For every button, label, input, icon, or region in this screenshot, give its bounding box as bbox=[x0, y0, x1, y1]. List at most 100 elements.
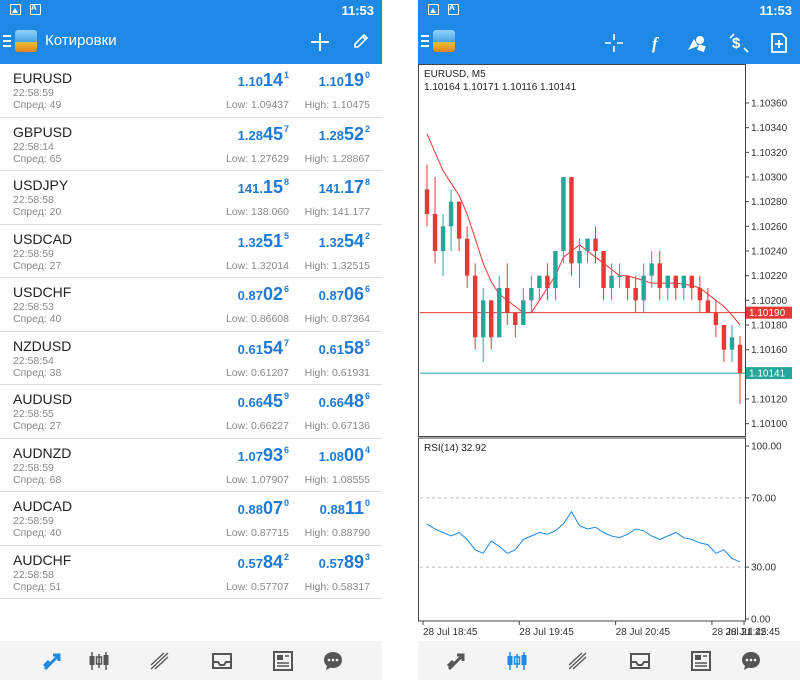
rsi-pane-frame bbox=[418, 437, 746, 622]
price-chart[interactable]: 1.10360 1.10340 1.10320 1.10300 1.10280 1.102… bbox=[418, 64, 800, 641]
price-tick-label: 1.10160 bbox=[751, 345, 788, 356]
ask-price-point: 8 bbox=[364, 177, 370, 187]
price-tick-label: 1.10100 bbox=[751, 419, 788, 430]
spread-value: Спред: 68 bbox=[13, 473, 62, 486]
symbol-name: EURUSD bbox=[13, 70, 73, 86]
ask-price-pips: 89 bbox=[343, 551, 364, 572]
chart-area[interactable]: 1.10360 1.10340 1.10320 1.10300 1.10280 1.102… bbox=[418, 64, 800, 641]
trend-icon[interactable] bbox=[148, 649, 172, 673]
edit-icon[interactable] bbox=[352, 32, 370, 50]
candle-body bbox=[617, 275, 622, 278]
ask-price: 0.61585 bbox=[319, 338, 370, 359]
price-level-tag bbox=[746, 367, 792, 380]
quote-row-audcad[interactable]: AUDCAD 22:58:59 Спред: 40 0.88070 0.88110 Low… bbox=[0, 492, 382, 546]
ask-price-prefix: 1.08 bbox=[318, 448, 344, 464]
news-icon[interactable] bbox=[689, 649, 713, 673]
ask-price-point: 5 bbox=[364, 337, 370, 348]
spread-value: Спред: 27 bbox=[13, 420, 62, 432]
spread-value: Спред: 40 bbox=[13, 313, 62, 325]
bid-price-point: 6 bbox=[283, 284, 289, 294]
candle-body bbox=[713, 312, 719, 325]
bid-price-pips: 15 bbox=[262, 177, 283, 197]
symbol-name: AUDUSD bbox=[13, 391, 73, 407]
day-high: High: 1.10475 bbox=[304, 99, 370, 111]
candle-body bbox=[657, 263, 662, 288]
quote-row-usdjpy[interactable]: USDJPY 22:58:58 Спред: 20 141.158 141.178 Low… bbox=[0, 171, 382, 225]
candles-icon[interactable] bbox=[87, 649, 111, 673]
inbox-icon[interactable] bbox=[210, 649, 234, 673]
day-low: Low: 1.09437 bbox=[225, 99, 289, 111]
candle-body bbox=[537, 275, 542, 288]
bid-price-pips: 93 bbox=[262, 444, 283, 465]
menu-icon[interactable] bbox=[3, 35, 11, 47]
app-logo-icon bbox=[15, 30, 37, 52]
ask-price-prefix: 1.10 bbox=[318, 74, 344, 89]
quote-time: 22:58:59 bbox=[13, 87, 54, 99]
quote-row-audusd[interactable]: AUDUSD 22:58:55 Спред: 27 0.66459 0.66486 Low… bbox=[0, 385, 382, 439]
price-tick-label: 1.10220 bbox=[751, 271, 788, 282]
symbol-name: USDCHF bbox=[13, 284, 72, 300]
objects-icon[interactable] bbox=[686, 32, 708, 54]
crosshair-icon[interactable] bbox=[603, 32, 625, 54]
candles-icon[interactable] bbox=[505, 649, 529, 673]
new-order-icon[interactable] bbox=[768, 32, 790, 54]
spread-value: Спред: 40 bbox=[13, 527, 62, 539]
symbol-name: NZDUSD bbox=[13, 337, 72, 354]
candle-body bbox=[489, 300, 494, 338]
ask-price-point: 6 bbox=[364, 391, 370, 401]
quote-row-nzdusd[interactable]: NZDUSD 22:58:54 Спред: 38 0.61547 0.61585 Low… bbox=[0, 332, 382, 385]
candle-body bbox=[689, 275, 695, 288]
trade-dollar-icon[interactable]: $ bbox=[728, 32, 750, 54]
symbol-name: USDCAD bbox=[13, 230, 73, 247]
candle-body bbox=[593, 238, 598, 251]
status-bar: 11:53 bbox=[418, 0, 800, 20]
trend-icon[interactable] bbox=[566, 649, 590, 673]
indicators-icon[interactable]: f bbox=[646, 32, 668, 54]
bid-price: 0.87026 bbox=[238, 284, 289, 305]
candle-body bbox=[472, 275, 478, 338]
rsi-tick-label: 70.00 bbox=[751, 493, 776, 504]
ask-price-prefix: 0.61 bbox=[318, 341, 344, 357]
chat-icon[interactable] bbox=[739, 649, 763, 673]
quote-time: 22:58:58 bbox=[13, 194, 54, 206]
time-tick-label: 28 Jul 19:45 bbox=[519, 627, 574, 638]
ask-price-pips: 11 bbox=[344, 498, 364, 518]
bid-price: 1.28457 bbox=[238, 124, 289, 145]
chart-symbol-label: EURUSD, M5 bbox=[424, 69, 486, 80]
ask-price-pips: 58 bbox=[343, 337, 364, 358]
quote-row-audchf[interactable]: AUDCHF 22:58:58 Спред: 51 0.57842 0.57893 Low… bbox=[0, 546, 382, 599]
candle-body bbox=[721, 325, 727, 350]
trade-icon[interactable] bbox=[445, 649, 469, 673]
quote-row-usdchf[interactable]: USDCHF 22:58:53 Спред: 40 0.87026 0.87066 Low… bbox=[0, 278, 382, 332]
day-high: High: 141.177 bbox=[304, 206, 370, 218]
bid-price-prefix: 1.32 bbox=[237, 234, 263, 250]
bid-price-prefix: 141. bbox=[237, 181, 263, 196]
news-icon[interactable] bbox=[271, 649, 295, 673]
candle-body bbox=[665, 275, 670, 288]
quote-row-usdcad[interactable]: USDCAD 22:58:59 Спред: 27 1.32515 1.32542 Low… bbox=[0, 225, 382, 278]
ask-price-pips: 06 bbox=[343, 284, 364, 304]
ask-price: 1.08004 bbox=[319, 445, 370, 466]
trade-icon[interactable] bbox=[41, 649, 65, 673]
candle-body bbox=[497, 288, 502, 338]
add-symbol-icon[interactable] bbox=[311, 33, 329, 51]
ask-price-point: 0 bbox=[364, 498, 370, 508]
app-notification-icon bbox=[30, 3, 41, 15]
quote-time: 22:58:59 bbox=[13, 247, 54, 260]
menu-icon[interactable] bbox=[421, 35, 429, 47]
bid-price-prefix: 1.10 bbox=[237, 74, 263, 89]
quote-row-eurusd[interactable]: EURUSD 22:58:59 Спред: 49 1.10141 1.10190 Low… bbox=[0, 64, 382, 118]
quote-row-audnzd[interactable]: AUDNZD 22:58:59 Спред: 68 1.07936 1.08004 Low… bbox=[0, 439, 382, 492]
bid-price-point: 1 bbox=[283, 70, 289, 80]
quote-row-gbpusd[interactable]: GBPUSD 22:58:14 Спред: 65 1.28457 1.28522 Low… bbox=[0, 118, 382, 171]
bid-price-pips: 14 bbox=[262, 70, 283, 90]
day-low: Low: 1.27629 bbox=[225, 152, 289, 165]
bid-price-point: 8 bbox=[283, 177, 289, 187]
image-notification-icon bbox=[428, 4, 439, 15]
ask-price-pips: 00 bbox=[343, 444, 364, 465]
bid-price: 0.57842 bbox=[238, 552, 289, 573]
time-tick-label: 28 Jul 21:45 bbox=[712, 627, 767, 638]
inbox-icon[interactable] bbox=[628, 649, 652, 673]
chat-icon[interactable] bbox=[321, 649, 345, 673]
